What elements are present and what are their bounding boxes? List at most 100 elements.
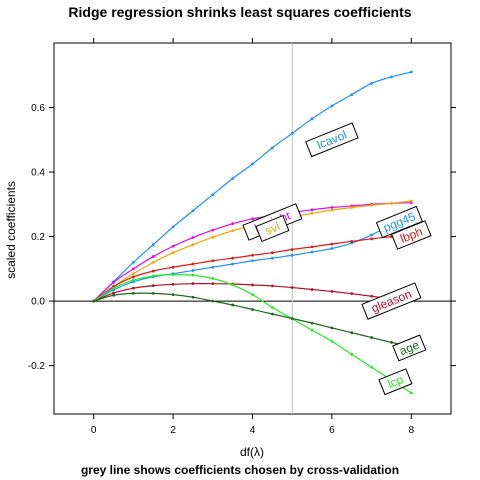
data-point bbox=[370, 336, 373, 339]
data-point bbox=[270, 251, 274, 255]
data-point bbox=[231, 229, 235, 233]
data-point bbox=[231, 262, 235, 266]
x-tick-label: 8 bbox=[409, 425, 415, 436]
series-label-age: age bbox=[392, 334, 427, 362]
data-point bbox=[171, 273, 175, 277]
data-point bbox=[251, 253, 254, 257]
data-point bbox=[191, 209, 195, 213]
data-point bbox=[370, 81, 373, 85]
series-label-lbph: lbph bbox=[390, 220, 432, 250]
data-point bbox=[350, 240, 354, 243]
series-line-lbph bbox=[93, 232, 412, 302]
data-point bbox=[251, 293, 254, 297]
x-tick-label: 6 bbox=[329, 425, 335, 436]
data-point bbox=[151, 284, 155, 287]
x-axis-label: df(λ) bbox=[240, 445, 264, 459]
data-point bbox=[370, 294, 373, 298]
data-point bbox=[171, 293, 175, 297]
series-line-lcp bbox=[93, 273, 412, 394]
data-point bbox=[270, 284, 274, 288]
data-point bbox=[310, 328, 314, 332]
data-point bbox=[171, 251, 175, 255]
data-point bbox=[211, 299, 215, 303]
data-point bbox=[310, 288, 314, 291]
data-point bbox=[191, 269, 195, 272]
data-point bbox=[191, 243, 195, 247]
data-point bbox=[171, 265, 175, 269]
y-tick-label: 0.6 bbox=[31, 103, 45, 114]
data-point bbox=[390, 201, 393, 205]
data-point bbox=[112, 291, 115, 295]
x-tick-label: 2 bbox=[170, 425, 176, 436]
data-point bbox=[211, 193, 215, 197]
y-tick-label: -0.2 bbox=[28, 361, 46, 372]
data-point bbox=[171, 244, 175, 248]
data-point bbox=[270, 256, 274, 260]
series-label-box bbox=[392, 334, 427, 362]
data-point bbox=[390, 340, 393, 344]
data-point bbox=[330, 242, 334, 246]
data-point bbox=[270, 312, 274, 316]
data-point bbox=[231, 177, 235, 180]
data-point bbox=[310, 211, 314, 215]
data-point bbox=[330, 290, 334, 293]
data-point bbox=[310, 245, 314, 249]
data-point bbox=[231, 303, 235, 307]
data-point bbox=[151, 269, 155, 273]
data-point bbox=[112, 280, 115, 284]
plot-area: 02468-0.20.00.20.40.6lcavollweightsvipgg… bbox=[28, 38, 456, 436]
data-point bbox=[330, 104, 334, 108]
data-point bbox=[132, 272, 135, 276]
series-lcavol bbox=[92, 70, 413, 303]
x-tick-label: 4 bbox=[250, 425, 256, 436]
series-lcp bbox=[92, 273, 413, 395]
data-point bbox=[350, 292, 354, 296]
series-label-box bbox=[375, 205, 423, 239]
chart-subtitle: grey line shows coefficients chosen by c… bbox=[81, 463, 399, 477]
data-point bbox=[290, 131, 294, 135]
data-point bbox=[92, 299, 96, 303]
data-point bbox=[390, 75, 393, 79]
data-point bbox=[251, 162, 254, 166]
x-tick-label: 0 bbox=[91, 425, 97, 436]
data-point bbox=[310, 321, 314, 325]
series-lbph bbox=[92, 231, 413, 303]
data-point bbox=[151, 274, 155, 278]
data-point bbox=[112, 293, 115, 297]
data-point bbox=[211, 277, 215, 280]
data-point bbox=[151, 255, 155, 258]
data-point bbox=[132, 267, 135, 271]
y-tick-label: 0.0 bbox=[31, 297, 45, 308]
series-label-gleason: gleason bbox=[361, 282, 422, 320]
data-point bbox=[251, 283, 254, 287]
series-label-text: lcp bbox=[386, 372, 406, 391]
data-point bbox=[350, 331, 354, 335]
series-age bbox=[92, 291, 413, 348]
series-label-lcp: lcp bbox=[378, 368, 413, 396]
data-point bbox=[270, 146, 274, 150]
data-point bbox=[409, 391, 413, 395]
data-point bbox=[151, 260, 155, 264]
data-point bbox=[191, 262, 195, 266]
data-point bbox=[211, 235, 215, 239]
data-point bbox=[310, 117, 314, 121]
data-point bbox=[370, 237, 373, 241]
data-point bbox=[231, 256, 235, 260]
data-point bbox=[330, 206, 334, 209]
series-label-text: gleason bbox=[369, 287, 413, 316]
data-point bbox=[151, 243, 155, 247]
data-point bbox=[330, 340, 334, 343]
data-point bbox=[211, 259, 215, 263]
y-tick-label: 0.2 bbox=[31, 232, 45, 243]
data-point bbox=[112, 286, 115, 290]
y-tick-label: 0.4 bbox=[31, 168, 45, 179]
data-point bbox=[132, 291, 135, 295]
series-line-lcavol bbox=[93, 71, 412, 302]
data-point bbox=[191, 282, 195, 286]
data-point bbox=[409, 199, 413, 203]
data-point bbox=[409, 70, 413, 74]
series-label-box bbox=[390, 220, 432, 250]
data-point bbox=[251, 308, 254, 311]
data-point bbox=[330, 208, 334, 212]
